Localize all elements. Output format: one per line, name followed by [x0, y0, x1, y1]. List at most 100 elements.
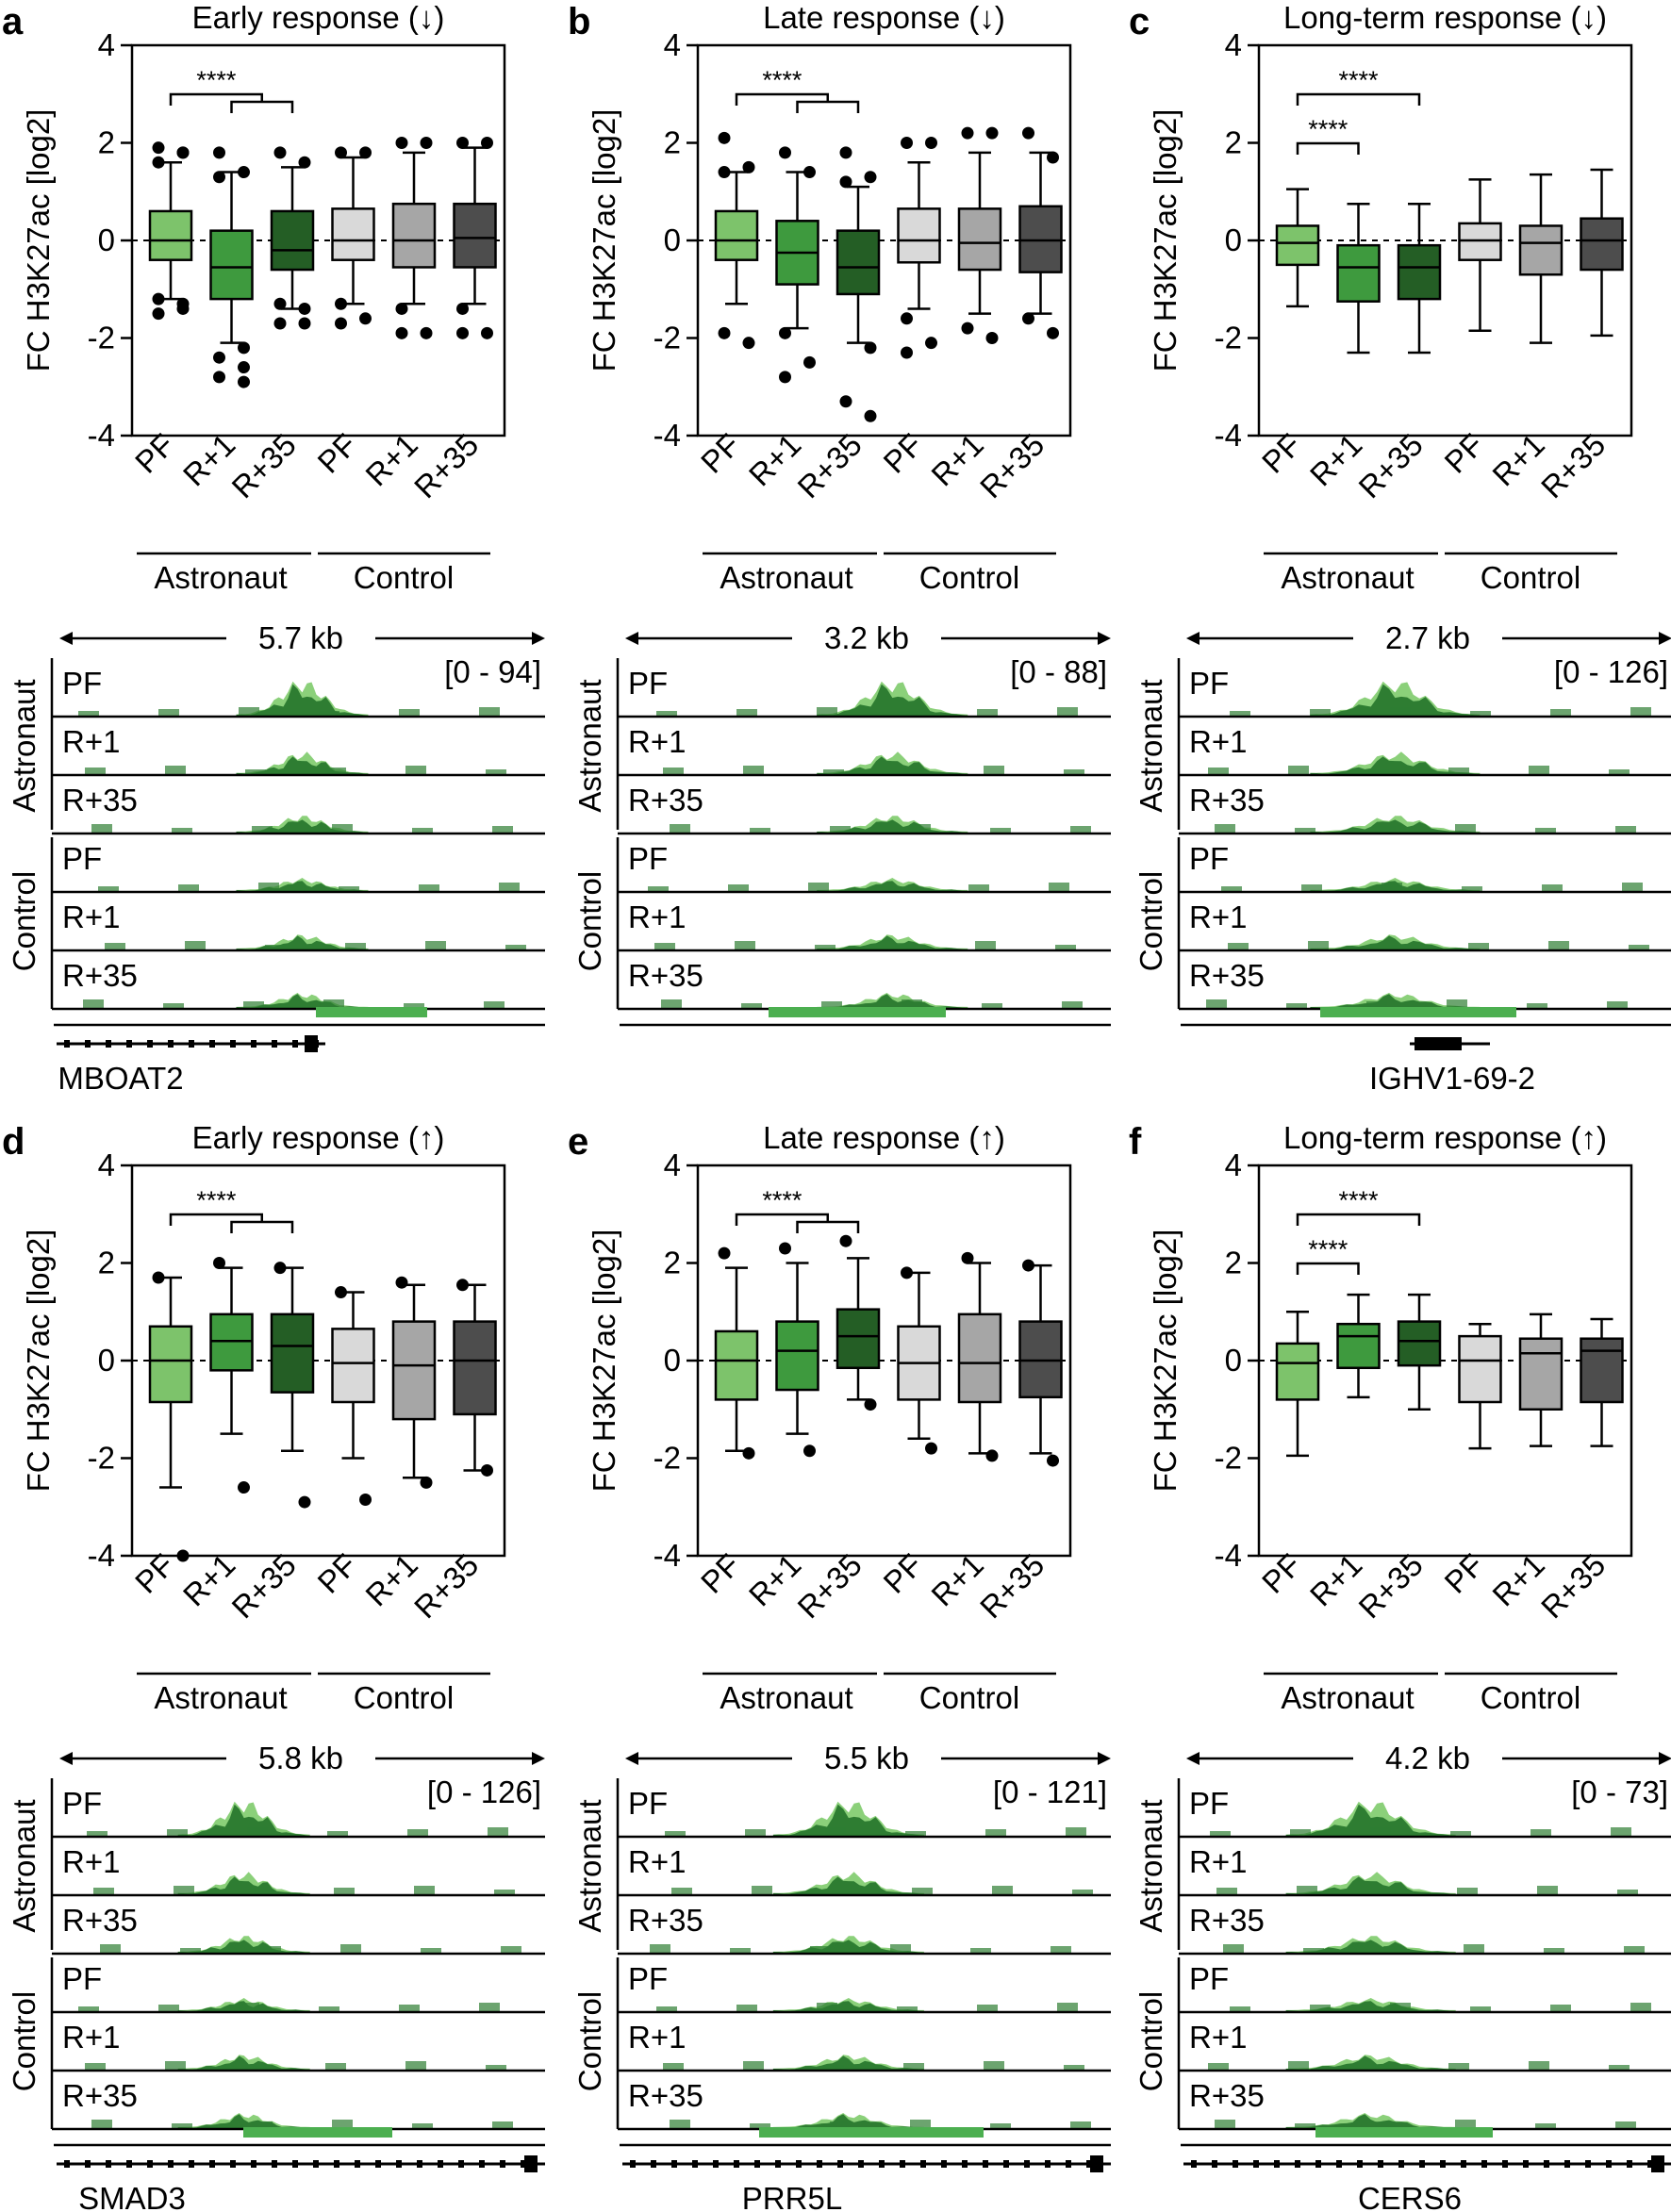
gene-exon: [1651, 2155, 1664, 2172]
y-tick-label: -4: [654, 1538, 681, 1573]
coverage-bump: [421, 1948, 441, 1954]
gene-exon: [837, 2160, 843, 2168]
outlier-point: [152, 1271, 165, 1284]
track-label: R+35: [1189, 783, 1265, 817]
coverage-track: R+35: [1179, 1903, 1671, 1956]
outlier-point: [213, 351, 225, 364]
coverage-bump: [405, 766, 426, 775]
coverage-track: R+1: [618, 2020, 1111, 2072]
box-r1-control: [391, 137, 437, 339]
coverage-bump: [663, 768, 684, 775]
coverage-bump: [265, 945, 286, 950]
coverage-bump: [1230, 2006, 1250, 2012]
y-tick-label: 2: [664, 1246, 681, 1280]
coverage-bump: [479, 707, 500, 717]
coverage-bump: [1470, 711, 1491, 717]
peak-region-bar: [316, 1007, 427, 1017]
gene-exon: [272, 1040, 277, 1048]
outlier-point: [335, 1286, 347, 1299]
coverage-track: PF: [1179, 1961, 1671, 2014]
box-iqr: [331, 207, 375, 261]
arrowhead-left: [625, 1752, 638, 1765]
coverage-track: PF: [618, 1961, 1111, 2014]
gene-exon: [251, 1040, 256, 1048]
coverage-track: PF: [1179, 841, 1671, 894]
panel-title: Early response (↓): [192, 0, 445, 35]
outlier-point: [718, 131, 731, 144]
group-label-control: Control: [1481, 560, 1580, 595]
track-group-label-astronaut: Astronaut: [572, 1799, 607, 1932]
gene-exon: [1045, 2160, 1051, 2168]
gene-exon: [1253, 2160, 1259, 2168]
y-tick-label: -4: [88, 1538, 115, 1573]
outlier-point: [803, 355, 816, 369]
coverage-bump: [1375, 826, 1396, 834]
y-axis-label: FC H3K27ac [log2]: [1148, 109, 1183, 372]
coverage-bump: [407, 1829, 428, 1837]
coverage-track: PF: [618, 841, 1111, 894]
arrowhead-right: [1659, 1752, 1671, 1765]
box-iqr: [1018, 1320, 1063, 1399]
outlier-point: [335, 146, 347, 159]
coverage-peak-dark: [772, 2001, 924, 2012]
box-pf-astronaut: [714, 1246, 759, 1460]
panel-d: d Early response (↑) FC H3K27ac [log2] 4 2 0 -…: [2, 1120, 545, 2212]
outlier-point: [779, 146, 791, 159]
coverage-bump: [810, 1946, 831, 1954]
arrowhead-left: [59, 632, 73, 645]
y-tick-label: -2: [1215, 321, 1242, 355]
gene-exon: [106, 1040, 111, 1048]
coverage-peak-dark: [236, 684, 369, 717]
coverage-bump: [808, 883, 829, 892]
coverage-bump: [425, 941, 446, 950]
coverage-bump: [1388, 945, 1409, 950]
outlier-point: [1047, 151, 1059, 164]
coverage-bump: [345, 943, 366, 950]
coverage-bump: [982, 1003, 1002, 1009]
outlier-point: [779, 326, 791, 339]
coverage-bump: [167, 1829, 188, 1837]
coverage-bump: [648, 886, 669, 892]
track-span-label: 4.2 kb: [1385, 1741, 1470, 1775]
coverage-bump: [1381, 883, 1402, 892]
x-tick-label: R+35: [1534, 427, 1613, 505]
coverage-bump: [1297, 1886, 1317, 1895]
coverage-bump: [1070, 2121, 1091, 2129]
panel-title: Late response (↑): [763, 1120, 1005, 1155]
coverage-track: R+1: [1179, 2020, 1671, 2072]
box-iqr: [331, 1328, 375, 1404]
coverage-bump: [1455, 2120, 1476, 2129]
gene-exon: [458, 2160, 464, 2168]
outlier-point: [273, 297, 287, 310]
coverage-bump: [172, 2123, 192, 2129]
coverage-track: PF: [52, 1961, 545, 2014]
coverage-bump: [339, 886, 359, 892]
coverage-bump: [1049, 883, 1069, 892]
coverage-bump: [1288, 766, 1309, 775]
track-group-label-control: Control: [572, 871, 607, 971]
box-iqr: [270, 209, 315, 272]
significance-bracket: [1296, 92, 1421, 106]
outlier-point: [395, 302, 408, 315]
gene-exon: [375, 2160, 381, 2168]
coverage-bump: [912, 1888, 933, 1895]
panel-letter: a: [2, 1, 24, 42]
coverage-bump: [663, 2063, 684, 2071]
box-iqr: [391, 202, 437, 269]
coverage-bump: [319, 2006, 339, 2012]
coverage-track: R+35: [1179, 2078, 1671, 2131]
gene-exon: [106, 2160, 111, 2168]
coverage-bump: [745, 1829, 766, 1837]
box-iqr: [1336, 243, 1381, 303]
coverage-bump: [1615, 2121, 1636, 2129]
box-iqr: [1336, 1322, 1381, 1370]
coverage-bump: [399, 2005, 420, 2012]
coverage-bump: [1051, 1946, 1071, 1954]
coverage-bump: [93, 1888, 114, 1895]
coverage-bump: [332, 824, 353, 834]
coverage-bump: [78, 711, 99, 717]
coverage-bump: [1301, 884, 1322, 892]
gene-exon: [671, 2160, 677, 2168]
coverage-bump: [1208, 768, 1229, 775]
outlier-point: [839, 1234, 852, 1247]
